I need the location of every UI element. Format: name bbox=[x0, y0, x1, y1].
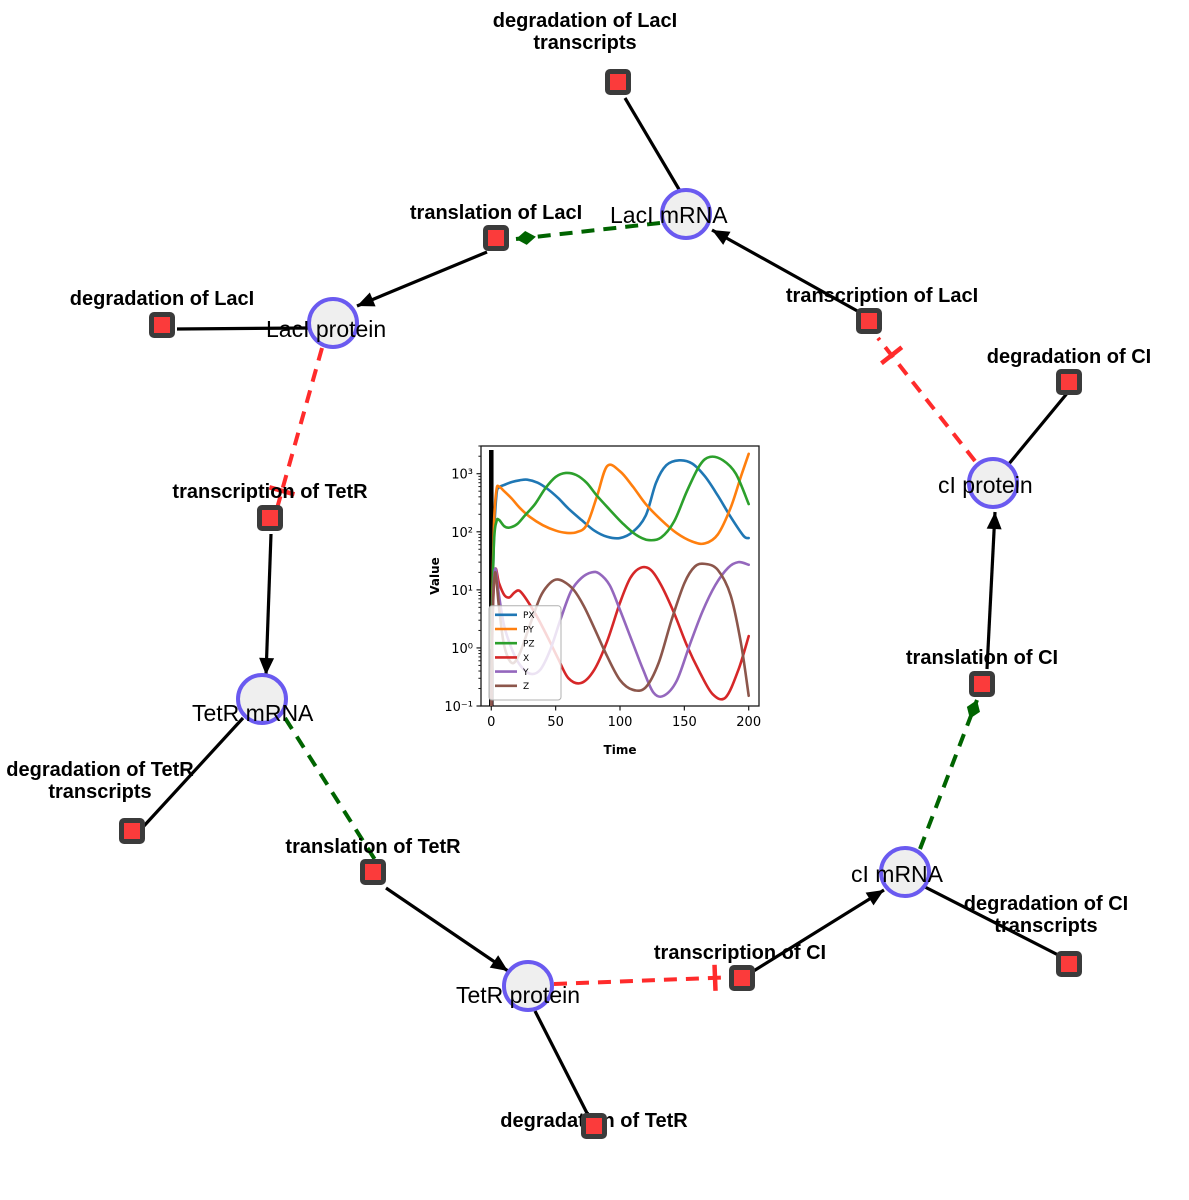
reaction-label-translation_of_tetr: translation of TetR bbox=[285, 836, 461, 858]
reaction-node-translation_of_tetr[interactable] bbox=[360, 859, 386, 885]
svg-text:Z: Z bbox=[523, 682, 529, 692]
edge-production bbox=[356, 250, 488, 308]
edge-consumption bbox=[924, 885, 1067, 961]
edge-inhibition bbox=[876, 336, 977, 463]
species-node-ci_protein[interactable] bbox=[967, 457, 1019, 509]
series-PZ bbox=[489, 455, 751, 650]
reaction-node-translation_of_ci[interactable] bbox=[969, 671, 995, 697]
edge-consumption bbox=[623, 97, 682, 192]
reaction-node-degradation_of_tetr_transcripts[interactable] bbox=[119, 818, 145, 844]
svg-text:50: 50 bbox=[547, 715, 564, 730]
reaction-label-transcription_of_tetr: transcription of TetR bbox=[172, 481, 368, 503]
reaction-label-degradation_of_ci: degradation of CI bbox=[986, 346, 1152, 368]
reaction-node-degradation_of_ci[interactable] bbox=[1056, 369, 1082, 395]
svg-text:PZ: PZ bbox=[523, 640, 535, 650]
svg-text:10²: 10² bbox=[451, 526, 473, 541]
edge-production bbox=[259, 533, 275, 676]
reaction-label-degradation_of_tetr_transcripts: degradation of TetR transcripts bbox=[6, 759, 194, 804]
reaction-node-degradation_of_tetr[interactable] bbox=[581, 1113, 607, 1139]
series-PY bbox=[489, 452, 751, 650]
svg-text:PX: PX bbox=[523, 611, 535, 621]
edge-inhibition bbox=[268, 347, 324, 513]
edge-consumption bbox=[1006, 389, 1071, 467]
svg-text:0: 0 bbox=[487, 715, 495, 730]
edge-modifier bbox=[918, 699, 980, 850]
chart-legend: PX PY PZ XYZ bbox=[488, 605, 562, 701]
reaction-label-translation_of_ci: translation of CI bbox=[905, 647, 1059, 669]
species-label-ci_mrna: cI mRNA bbox=[851, 861, 943, 887]
edge-production bbox=[985, 511, 1002, 670]
edge-consumption bbox=[141, 716, 245, 829]
svg-text:10³: 10³ bbox=[451, 468, 473, 483]
svg-text:Y: Y bbox=[522, 668, 529, 678]
species-node-laci_protein[interactable] bbox=[307, 297, 359, 349]
edge-production bbox=[385, 886, 509, 973]
species-node-laci_mrna[interactable] bbox=[660, 188, 712, 240]
species-label-ci_protein: cI protein bbox=[938, 472, 1033, 498]
species-label-tetr_mrna: TetR mRNA bbox=[192, 700, 314, 726]
species-label-tetr_protein: TetR protein bbox=[456, 982, 581, 1008]
edge-production bbox=[751, 888, 885, 974]
species-label-laci_protein: LacI protein bbox=[266, 316, 387, 342]
edge-inhibition bbox=[553, 964, 738, 991]
reaction-node-degradation_of_laci[interactable] bbox=[149, 312, 175, 338]
reaction-node-degradation_of_ci_transcripts[interactable] bbox=[1056, 951, 1082, 977]
reaction-node-transcription_of_laci[interactable] bbox=[856, 308, 882, 334]
species-node-ci_mrna[interactable] bbox=[879, 846, 931, 898]
edge-consumption bbox=[533, 1010, 593, 1122]
species-label-laci_mrna: LacI mRNA bbox=[610, 202, 728, 228]
series-PX bbox=[489, 458, 751, 650]
svg-text:Value: Value bbox=[428, 557, 442, 595]
species-node-tetr_protein[interactable] bbox=[502, 960, 554, 1012]
reaction-node-transcription_of_tetr[interactable] bbox=[257, 505, 283, 531]
svg-text:X: X bbox=[523, 654, 529, 664]
svg-text:100: 100 bbox=[608, 715, 633, 730]
edge-modifier bbox=[515, 221, 661, 245]
svg-text:10⁰: 10⁰ bbox=[451, 642, 473, 657]
svg-text:150: 150 bbox=[672, 715, 697, 730]
reaction-node-translation_of_laci[interactable] bbox=[483, 225, 509, 251]
svg-text:PY: PY bbox=[523, 625, 534, 635]
reaction-label-degradation_of_laci: degradation of LacI bbox=[69, 288, 255, 310]
reaction-node-degradation_of_laci_transcripts[interactable] bbox=[605, 69, 631, 95]
reaction-label-degradation_of_ci_transcripts: degradation of CI transcripts bbox=[963, 893, 1129, 938]
species-node-tetr_mrna[interactable] bbox=[236, 673, 288, 725]
edge-consumption bbox=[176, 326, 309, 331]
series-X bbox=[489, 565, 751, 706]
reaction-label-degradation_of_laci_transcripts: degradation of LacI transcripts bbox=[492, 10, 678, 55]
svg-text:200: 200 bbox=[736, 715, 761, 730]
edge-modifier bbox=[283, 716, 381, 868]
reaction-node-transcription_of_ci[interactable] bbox=[729, 965, 755, 991]
svg-text:10⁻¹: 10⁻¹ bbox=[444, 700, 473, 715]
reaction-label-transcription_of_ci: transcription of CI bbox=[653, 942, 827, 964]
reaction-label-transcription_of_laci: transcription of LacI bbox=[785, 285, 979, 307]
reaction-label-translation_of_laci: translation of LacI bbox=[409, 202, 583, 224]
edge-production bbox=[711, 228, 862, 315]
svg-text:10¹: 10¹ bbox=[451, 584, 473, 599]
timeseries-inset-plot: 10⁻¹ 10⁰ 10¹ 10² 10³ 0 50 100 150 200 Time Value PX P… bbox=[425, 434, 771, 762]
svg-text:Time: Time bbox=[604, 743, 637, 757]
